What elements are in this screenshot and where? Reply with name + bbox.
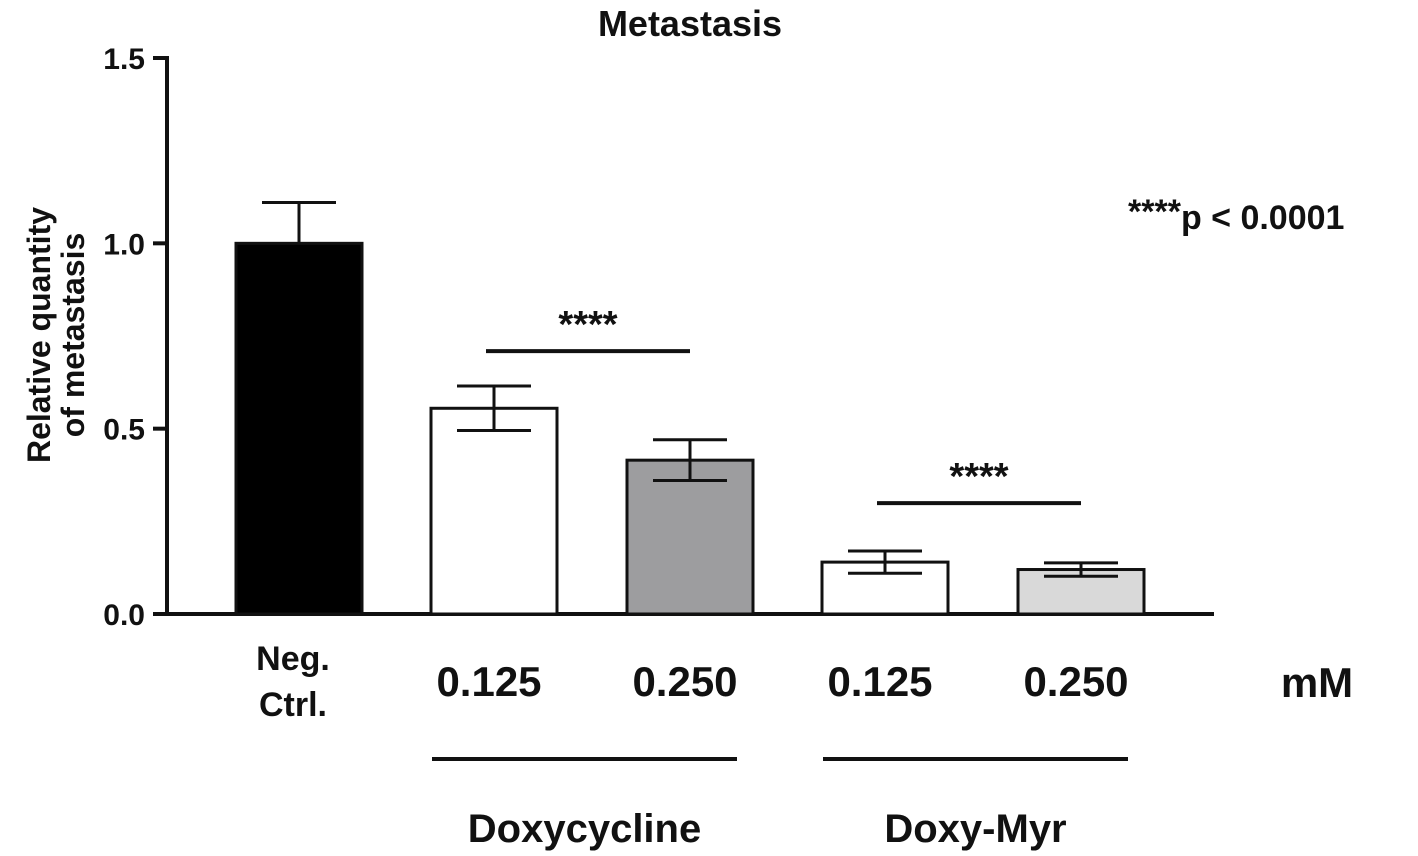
error-bars xyxy=(262,201,1118,578)
y-tick-label: 1.5 xyxy=(103,43,145,76)
x-tick-labels: Neg. Ctrl. 0.125 0.250 0.125 0.250 xyxy=(256,640,1128,724)
y-tick-label: 0.5 xyxy=(103,414,145,447)
chart-title: Metastasis xyxy=(598,3,782,44)
significance-stars: **** xyxy=(558,304,617,346)
x-tick-label: Ctrl. xyxy=(259,686,327,724)
y-tick-label: 0.0 xyxy=(103,599,145,632)
bars xyxy=(234,241,1146,616)
group-label: Doxy-Myr xyxy=(884,807,1066,851)
y-axis-label-line1: Relative quantity xyxy=(21,207,57,463)
group-labels: Doxycycline Doxy-Myr xyxy=(432,757,1128,851)
x-tick-label: 0.250 xyxy=(632,658,737,705)
bar xyxy=(429,406,559,616)
x-tick-label: Neg. xyxy=(256,640,330,678)
y-axis-label-line2: of metastasis xyxy=(55,233,91,438)
significance-markers: **** **** xyxy=(486,304,1081,506)
x-tick-label: 0.250 xyxy=(1023,658,1128,705)
group-label: Doxycycline xyxy=(468,807,701,851)
significance-note: ****p < 0.0001 xyxy=(1128,193,1344,237)
significance-note-stars: **** xyxy=(1128,193,1182,231)
x-tick-label: 0.125 xyxy=(436,658,541,705)
significance-note-text: p < 0.0001 xyxy=(1181,199,1345,237)
bar xyxy=(234,241,364,616)
y-axis-label: Relative quantity of metastasis xyxy=(21,207,91,463)
unit-label: mM xyxy=(1281,659,1353,706)
y-tick-label: 1.0 xyxy=(103,228,145,261)
bar xyxy=(625,458,755,616)
x-tick-label: 0.125 xyxy=(827,658,932,705)
significance-stars: **** xyxy=(949,456,1008,498)
